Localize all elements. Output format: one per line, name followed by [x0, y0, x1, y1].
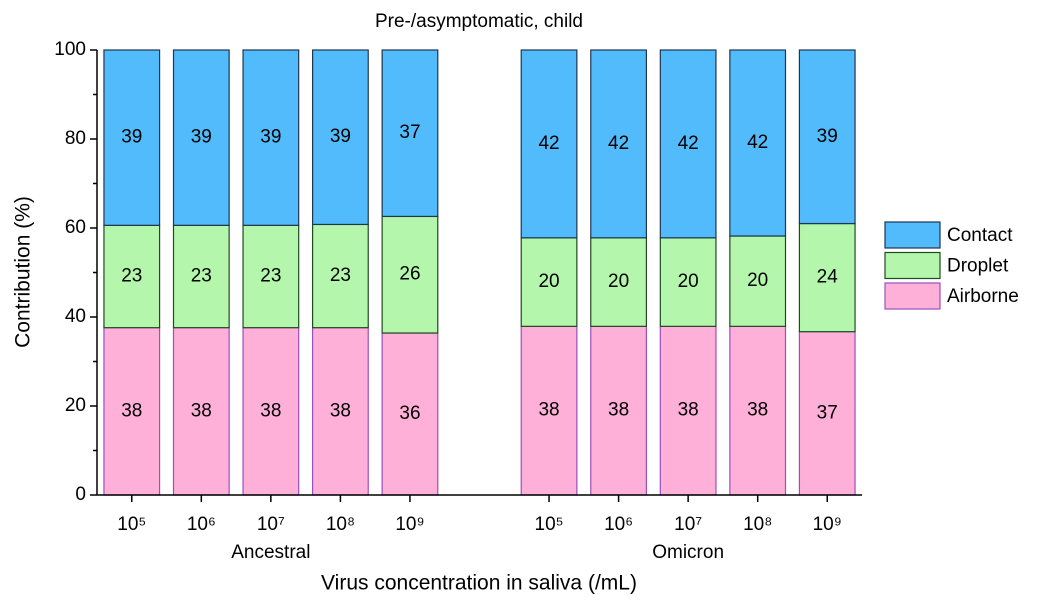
bar-segment: [242, 327, 300, 496]
bar-segment: [590, 325, 648, 496]
bar-segment: [520, 237, 578, 327]
y-tick-label: 80: [65, 128, 86, 149]
data-label: 38: [260, 400, 281, 421]
data-label: 42: [747, 132, 768, 153]
bar-segment: [311, 223, 369, 329]
data-label: 23: [191, 266, 212, 287]
data-label: 38: [678, 400, 699, 421]
x-tick-label: 10⁹: [813, 514, 842, 535]
bar-segment: [798, 49, 856, 225]
x-tick-label: 10⁷: [257, 514, 285, 535]
data-label: 23: [121, 266, 142, 287]
bar-segment: [590, 237, 648, 327]
x-tick-label: 10⁵: [535, 514, 564, 535]
y-axis-label: Contribution (%): [12, 196, 35, 348]
x-tick-label: 10⁶: [604, 514, 633, 535]
y-tick-label: 100: [54, 39, 86, 60]
data-label: 42: [538, 133, 559, 154]
bar-segment: [242, 49, 300, 226]
data-label: 38: [121, 400, 142, 421]
x-tick-label: 10⁸: [743, 514, 772, 535]
data-label: 39: [260, 127, 281, 148]
legend-label: Airborne: [947, 286, 1019, 307]
x-tick-label: 10⁶: [187, 514, 216, 535]
data-label: 39: [191, 127, 212, 148]
bar-segment: [590, 49, 648, 239]
bar-segment: [520, 325, 578, 496]
data-label: 38: [191, 400, 212, 421]
x-axis-label: Virus concentration in saliva (/mL): [321, 572, 637, 595]
legend-swatch: [884, 251, 941, 280]
data-label: 38: [330, 400, 351, 421]
y-tick-label: 20: [65, 395, 86, 416]
data-label: 23: [330, 265, 351, 286]
data-label: 38: [747, 400, 768, 421]
legend-label: Contact: [947, 225, 1013, 246]
data-label: 39: [121, 127, 142, 148]
legend-label: Droplet: [947, 256, 1009, 277]
data-label: 38: [538, 400, 559, 421]
data-label: 37: [817, 402, 838, 423]
bar-segment: [659, 325, 717, 496]
y-tick-label: 0: [75, 484, 86, 505]
bar-segment: [381, 332, 439, 496]
bar-segment: [381, 49, 439, 218]
bar-segment: [311, 327, 369, 496]
bar-segment: [659, 49, 717, 239]
x-tick-label: 10⁵: [117, 514, 146, 535]
legend-swatch: [884, 221, 941, 249]
data-label: 38: [608, 400, 629, 421]
x-tick-label: 10⁸: [326, 514, 355, 535]
x-tick-label: 10⁹: [395, 514, 424, 535]
data-label: 39: [817, 126, 838, 147]
bar-segment: [103, 327, 161, 496]
y-tick-label: 60: [65, 217, 86, 238]
x-tick-label: 10⁷: [674, 514, 702, 535]
data-label: 37: [399, 122, 420, 143]
legend-swatch: [884, 282, 941, 310]
data-label: 26: [399, 264, 420, 285]
group-label: Omicron: [652, 542, 724, 563]
data-label: 42: [678, 133, 699, 154]
data-label: 36: [399, 403, 420, 424]
bar-segment: [172, 224, 230, 329]
data-label: 20: [538, 271, 559, 292]
y-tick-label: 40: [65, 306, 86, 327]
group-label: Ancestral: [231, 542, 310, 563]
chart-title: Pre-/asymptomatic, child: [375, 11, 583, 32]
bar-segment: [729, 325, 787, 496]
data-label: 23: [260, 266, 281, 287]
data-label: 24: [817, 267, 839, 288]
data-label: 20: [608, 271, 629, 292]
bar-segment: [520, 49, 578, 239]
bar-segment: [659, 237, 717, 327]
bar-segment: [729, 235, 787, 327]
bar-segment: [311, 49, 369, 226]
bar-segment: [381, 215, 439, 334]
data-label: 20: [678, 271, 699, 292]
bar-segment: [242, 224, 300, 329]
data-label: 39: [330, 126, 351, 147]
bar-segment: [103, 49, 161, 226]
bar-segment: [172, 49, 230, 226]
data-label: 20: [747, 270, 768, 291]
data-label: 42: [608, 133, 629, 154]
bar-segment: [729, 49, 787, 237]
